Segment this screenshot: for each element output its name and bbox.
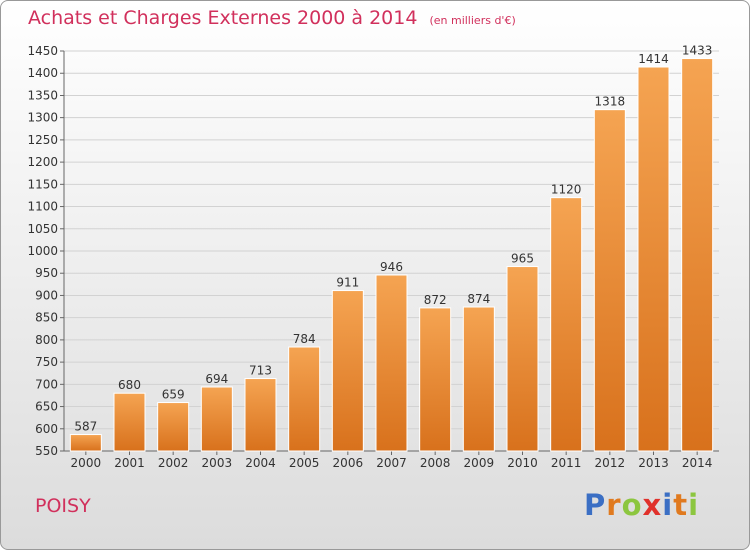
y-tick-label: 1050 bbox=[27, 222, 58, 236]
x-tick-label: 2006 bbox=[333, 456, 364, 470]
value-label: 874 bbox=[467, 292, 490, 306]
y-tick-label: 1450 bbox=[27, 44, 58, 58]
y-tick-label: 650 bbox=[35, 400, 58, 414]
x-tick-label: 2008 bbox=[420, 456, 451, 470]
value-label: 680 bbox=[118, 378, 141, 392]
y-tick-label: 1250 bbox=[27, 133, 58, 147]
labels: 550 600 650 700 750 800 850 900 950 1000 1050 1100 1… bbox=[27, 44, 712, 470]
bar bbox=[681, 58, 714, 452]
value-label: 713 bbox=[249, 364, 272, 378]
value-label: 1120 bbox=[551, 183, 582, 197]
logo-letter: o bbox=[621, 488, 643, 522]
bar bbox=[200, 386, 233, 452]
x-tick-label: 2001 bbox=[114, 456, 145, 470]
commune-name: POISY bbox=[35, 495, 91, 517]
x-tick-label: 2002 bbox=[158, 456, 189, 470]
chart-title: Achats et Charges Externes 2000 à 2014 bbox=[28, 7, 418, 29]
y-tick-label: 750 bbox=[35, 355, 58, 369]
x-tick-label: 2012 bbox=[595, 456, 626, 470]
logo-letter: P bbox=[584, 488, 607, 522]
value-label: 1318 bbox=[595, 95, 626, 109]
y-tick-label: 700 bbox=[35, 377, 58, 391]
bar bbox=[288, 346, 321, 452]
value-label: 587 bbox=[74, 420, 97, 434]
bar bbox=[550, 197, 583, 452]
bar bbox=[593, 109, 626, 452]
y-tick-label: 1400 bbox=[27, 66, 58, 80]
bars bbox=[69, 58, 714, 452]
y-tick-label: 800 bbox=[35, 333, 58, 347]
proxiti-logo: Proxiti bbox=[584, 488, 699, 522]
bar bbox=[375, 274, 408, 452]
chart-subtitle: (en milliers d'€) bbox=[429, 14, 516, 27]
y-tick-label: 1350 bbox=[27, 88, 58, 102]
y-tick-label: 1150 bbox=[27, 177, 58, 191]
y-tick-label: 1100 bbox=[27, 200, 58, 214]
x-tick-label: 2011 bbox=[551, 456, 582, 470]
value-label: 784 bbox=[293, 332, 316, 346]
bar bbox=[244, 378, 277, 452]
bar bbox=[113, 392, 146, 452]
x-tick-label: 2004 bbox=[245, 456, 276, 470]
logo-letter: r bbox=[606, 488, 622, 522]
y-tick-label: 550 bbox=[35, 444, 58, 458]
x-tick-label: 2000 bbox=[71, 456, 102, 470]
title-row: Achats et Charges Externes 2000 à 2014 (e… bbox=[28, 7, 516, 29]
x-tick-label: 2005 bbox=[289, 456, 320, 470]
y-tick-label: 900 bbox=[35, 288, 58, 302]
value-label: 911 bbox=[336, 276, 359, 290]
bar bbox=[69, 434, 102, 452]
logo-letter: i bbox=[688, 488, 700, 522]
value-label: 1414 bbox=[638, 52, 669, 66]
bar bbox=[419, 307, 452, 452]
bar bbox=[462, 306, 495, 452]
y-tick-label: 850 bbox=[35, 311, 58, 325]
x-tick-label: 2007 bbox=[376, 456, 407, 470]
logo-letter: t bbox=[673, 488, 689, 522]
y-tick-label: 600 bbox=[35, 422, 58, 436]
x-tick-label: 2009 bbox=[464, 456, 495, 470]
x-tick-label: 2014 bbox=[682, 456, 713, 470]
value-label: 946 bbox=[380, 260, 403, 274]
value-label: 872 bbox=[424, 293, 447, 307]
value-label: 1433 bbox=[682, 44, 713, 58]
bar bbox=[331, 290, 364, 452]
logo-letter: i bbox=[662, 488, 674, 522]
bar bbox=[637, 66, 670, 452]
y-tick-label: 1000 bbox=[27, 244, 58, 258]
value-label: 694 bbox=[205, 372, 228, 386]
x-tick-label: 2013 bbox=[638, 456, 669, 470]
value-label: 659 bbox=[162, 388, 185, 402]
x-tick-label: 2003 bbox=[202, 456, 233, 470]
bar bbox=[157, 402, 190, 452]
y-tick-label: 1300 bbox=[27, 111, 58, 125]
y-tick-label: 1200 bbox=[27, 155, 58, 169]
y-tick-label: 950 bbox=[35, 266, 58, 280]
value-label: 965 bbox=[511, 252, 534, 266]
x-tick-label: 2010 bbox=[507, 456, 538, 470]
logo-letter: x bbox=[642, 488, 663, 522]
bar bbox=[506, 266, 539, 452]
